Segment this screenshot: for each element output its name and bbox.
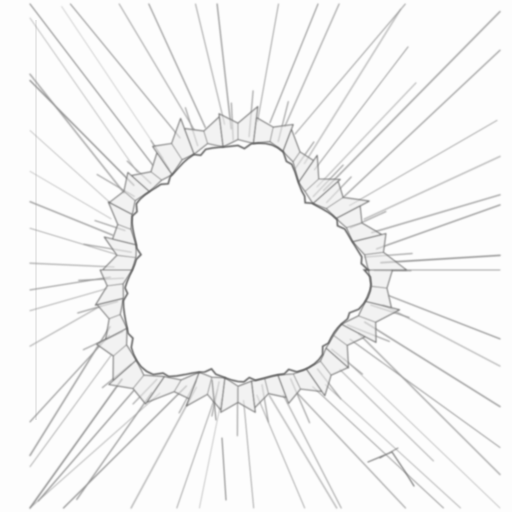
crack-ray bbox=[29, 3, 154, 166]
crack-ray bbox=[282, 394, 342, 509]
crack-ray bbox=[29, 305, 102, 347]
crack-ray bbox=[130, 386, 198, 509]
fragment-facet bbox=[269, 126, 274, 143]
radial-cracks bbox=[29, 3, 501, 509]
crack-ray bbox=[322, 10, 501, 192]
crack-ray bbox=[375, 204, 501, 250]
crack-ray bbox=[118, 3, 195, 131]
fragment-facet bbox=[319, 360, 332, 376]
crack-ray bbox=[313, 46, 409, 171]
crack-ray bbox=[343, 358, 501, 509]
fragment-facet bbox=[108, 314, 121, 320]
crack-ray bbox=[312, 386, 444, 509]
crack-ray bbox=[194, 3, 226, 125]
crack-ray bbox=[76, 391, 153, 501]
crack-ray bbox=[349, 119, 498, 206]
crack-ray bbox=[216, 3, 232, 130]
crack-ray bbox=[257, 3, 279, 123]
fragment-facet bbox=[292, 373, 301, 390]
crack-ray bbox=[243, 399, 255, 509]
fragment-facet bbox=[203, 130, 209, 144]
crack-ray bbox=[297, 393, 407, 509]
fragment-facet bbox=[116, 254, 137, 259]
crack-ray bbox=[388, 295, 501, 340]
crack-ray bbox=[62, 385, 188, 509]
fragment-facet bbox=[264, 378, 269, 395]
fragment-facet bbox=[171, 143, 183, 161]
fragment-facet bbox=[113, 344, 127, 357]
hole-rim bbox=[122, 142, 372, 383]
crack-ray bbox=[268, 394, 338, 509]
crack-ray bbox=[61, 6, 164, 159]
fragment-facet bbox=[364, 251, 384, 256]
crack-ray bbox=[316, 82, 417, 188]
crack-ray bbox=[37, 389, 135, 502]
crack-ray bbox=[303, 8, 402, 165]
crack-ray bbox=[199, 398, 222, 509]
fragment-facet bbox=[370, 285, 388, 289]
fragment-facet bbox=[173, 379, 182, 393]
crack-ray bbox=[380, 254, 501, 264]
crack-ray bbox=[29, 170, 112, 220]
stray-scribble bbox=[211, 379, 415, 501]
crack-ray bbox=[269, 3, 319, 124]
crack-ray bbox=[29, 227, 117, 255]
crack-ray bbox=[256, 394, 306, 509]
crack-ray bbox=[29, 262, 115, 268]
crack-ray bbox=[29, 17, 138, 173]
crack-ray bbox=[29, 288, 108, 312]
fragment-facet bbox=[333, 334, 348, 346]
fragment-facet bbox=[292, 151, 301, 163]
fragment-facet bbox=[123, 190, 136, 202]
crack-ray bbox=[29, 73, 125, 194]
crack-ray bbox=[339, 368, 435, 462]
crack-ray bbox=[349, 338, 501, 448]
fragment-facet bbox=[150, 171, 163, 181]
crack-ray bbox=[363, 155, 501, 220]
crack-ray bbox=[29, 378, 123, 509]
fragment-facet bbox=[206, 376, 213, 395]
crack-ray bbox=[364, 321, 501, 408]
crack-ray bbox=[148, 3, 207, 129]
crack-ray bbox=[29, 201, 114, 236]
crack-ray bbox=[324, 384, 461, 509]
crack-ray bbox=[284, 3, 340, 127]
glass-fragments-ring bbox=[94, 106, 408, 413]
fragment-facet bbox=[304, 178, 320, 192]
crack-ray bbox=[371, 194, 501, 234]
crack-ray bbox=[29, 354, 112, 468]
fragment-facet bbox=[358, 315, 377, 323]
crack-ray bbox=[357, 332, 501, 476]
crack-ray bbox=[29, 79, 135, 187]
crack-ray bbox=[29, 326, 111, 457]
fragment-facet bbox=[106, 283, 124, 287]
crack-ray bbox=[29, 130, 112, 205]
fragment-facet bbox=[345, 222, 363, 229]
fragment-facet bbox=[325, 196, 344, 210]
crack-ray bbox=[69, 3, 181, 139]
crack-ray bbox=[176, 389, 219, 509]
crack-ray bbox=[342, 49, 501, 199]
crack-ray bbox=[294, 3, 406, 135]
fragment-facet bbox=[132, 374, 145, 389]
fragment-facet bbox=[117, 223, 132, 230]
